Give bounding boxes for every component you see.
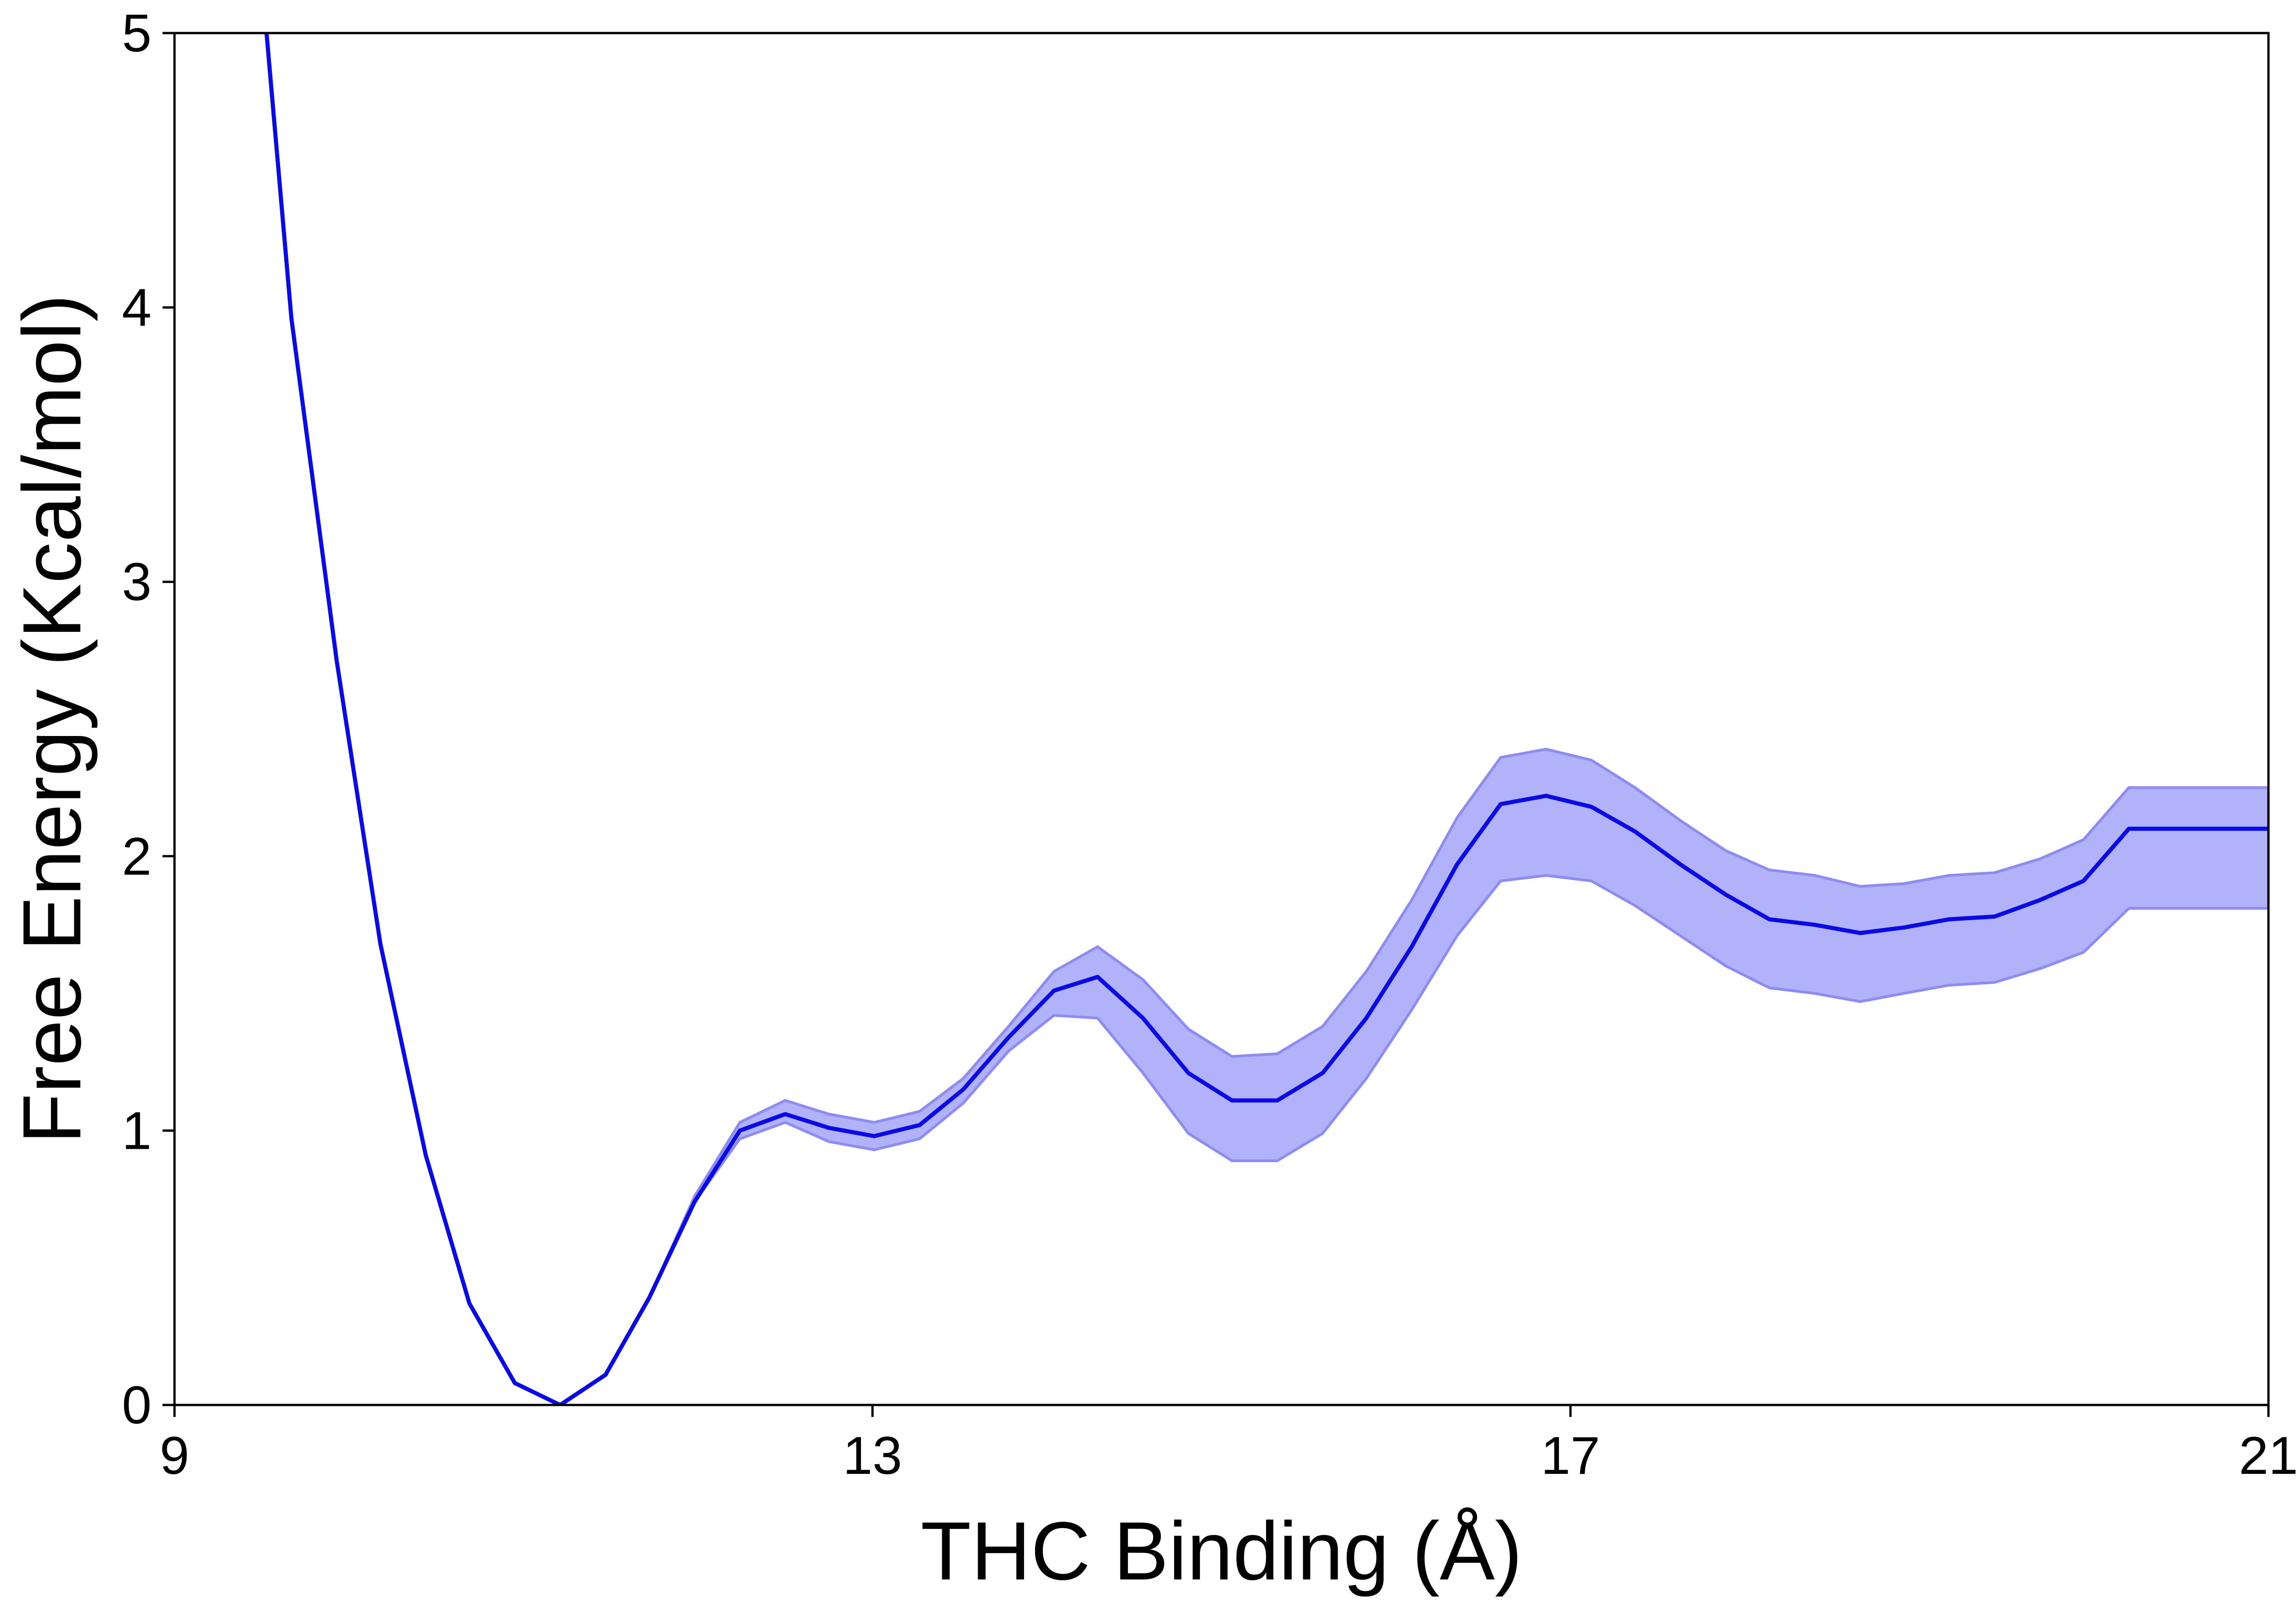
- x-tick-label: 9: [160, 1426, 190, 1485]
- axis-ticks: 9 13 17 21 0 1 2 3 4 5: [122, 3, 2296, 1485]
- y-tick-label: 1: [122, 1101, 152, 1160]
- x-tick-label: 17: [1541, 1426, 1600, 1485]
- x-tick-label: 21: [2239, 1426, 2296, 1485]
- axes-frame: [173, 32, 2270, 1406]
- x-axis-title: THC Binding (Å): [921, 1505, 1522, 1597]
- y-tick-label: 4: [122, 278, 152, 337]
- y-tick-label: 5: [122, 3, 152, 63]
- x-tick-label: 13: [843, 1426, 902, 1485]
- plot-area: [264, 33, 2268, 1405]
- y-tick-label: 3: [122, 552, 152, 612]
- free-energy-line: [264, 33, 2268, 1405]
- y-tick-label: 2: [122, 826, 152, 886]
- y-axis-title: Free Energy (Kcal/mol): [6, 294, 98, 1144]
- confidence-band: [265, 33, 2268, 1405]
- y-tick-label: 0: [122, 1375, 152, 1435]
